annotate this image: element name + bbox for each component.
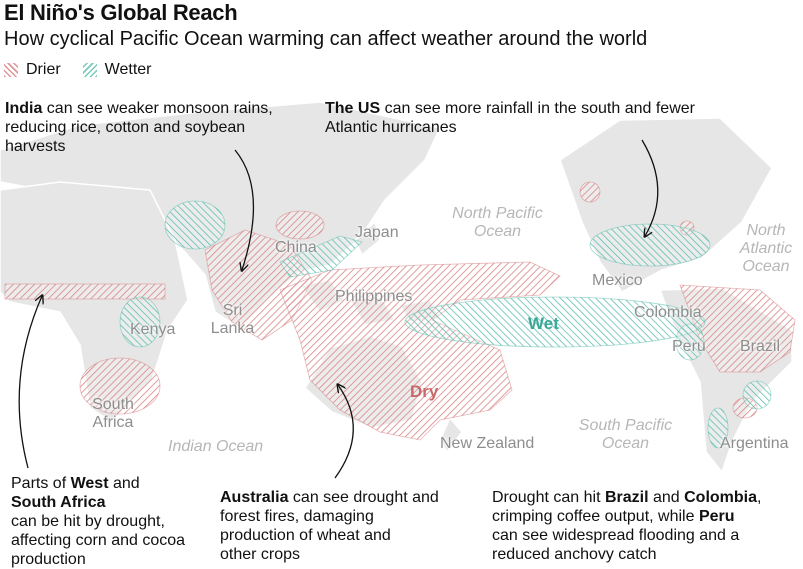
place-label: Brazil — [740, 338, 781, 355]
annotation: India can see weaker monsoon rains, reduc… — [5, 99, 273, 156]
ocean-label: North Pacific Ocean — [452, 205, 543, 240]
place-label: Peru — [672, 338, 706, 355]
annotation-bold: Brazil — [604, 489, 649, 506]
annotation: Parts of West and South Africa can be hit … — [11, 474, 185, 569]
annotation-text: can see widespread flooding and a — [492, 527, 740, 544]
annotation-line: reducing rice, cotton and soybean — [5, 118, 273, 137]
annotation-line: South Africa — [11, 493, 185, 512]
wet-regions — [119, 200, 772, 449]
annotation-line: Atlantic hurricanes — [325, 118, 695, 137]
place-label: Argentina — [720, 435, 789, 452]
annotation-line: The US can see more rainfall in the sout… — [325, 99, 695, 118]
annotation-text: production of wheat and — [220, 527, 391, 544]
annotation-text: can be hit by drought, — [11, 513, 165, 530]
annotation-line: forest fires, damaging — [220, 507, 439, 526]
annotation-bold: South Africa — [11, 494, 106, 511]
annotation-line: production — [11, 550, 185, 569]
annotation-text: Atlantic hurricanes — [325, 119, 457, 136]
annotation-line: production of wheat and — [220, 526, 439, 545]
legend-item: Wetter — [82, 61, 152, 79]
legend-swatch — [82, 63, 97, 77]
annotation-bold: The US — [325, 100, 381, 117]
legend-item: Drier — [4, 61, 61, 79]
annotation-text: crimping coffee output, while — [492, 508, 699, 525]
annotation-bold: India — [5, 100, 43, 117]
annotation-text: and — [648, 489, 685, 506]
annotation-bold: Australia — [220, 489, 289, 506]
annotation-line: reduced anchovy catch — [492, 545, 761, 564]
annotation-line: Australia can see drought and — [220, 488, 439, 507]
annotation-bold: Peru — [698, 508, 735, 525]
place-label: South Africa — [92, 396, 134, 431]
annotation-line: can see widespread flooding and a — [492, 526, 761, 545]
annotation: Drought can hit Brazil and Colombia, crim… — [492, 488, 761, 564]
legend-swatch — [4, 63, 18, 77]
legend-label: Wetter — [104, 61, 152, 78]
annotation-text: , — [757, 489, 762, 506]
legend-label: Drier — [26, 61, 61, 78]
arrows — [18, 139, 659, 479]
region-label: Dry — [410, 382, 439, 401]
place-label: China — [275, 239, 317, 256]
annotation-text: forest fires, damaging — [220, 508, 374, 525]
annotation-line: affecting corn and cocoa — [11, 531, 185, 550]
subtitle: How cyclical Pacific Ocean warming can a… — [4, 28, 648, 50]
annotation-text: can see weaker monsoon rains, — [42, 100, 273, 117]
annotation-bold: West — [70, 475, 109, 492]
place-label: Philippines — [335, 288, 413, 305]
annotation-text: reduced anchovy catch — [492, 546, 657, 563]
annotation-text: harvests — [5, 138, 66, 155]
annotation-text: affecting corn and cocoa — [11, 532, 186, 549]
annotation-line: Parts of West and — [11, 474, 185, 493]
annotation-line: other crops — [220, 545, 439, 564]
place-label: Sri Lanka — [210, 302, 255, 337]
place-label: Kenya — [130, 321, 176, 338]
annotation: Australia can see drought and forest fire… — [220, 488, 439, 564]
dry-regions — [4, 181, 796, 441]
region-label: Wet — [528, 314, 559, 333]
annotation-text: other crops — [220, 546, 301, 563]
annotation-text: Drought can hit — [492, 489, 605, 506]
annotation-text: can see drought and — [288, 489, 439, 506]
ocean-label: South Pacific Ocean — [578, 417, 673, 452]
place-label: Mexico — [592, 272, 643, 289]
annotation-text: Parts of — [11, 475, 71, 492]
annotation-line: Drought can hit Brazil and Colombia, — [492, 488, 761, 507]
legend: Drier Wetter — [4, 61, 152, 79]
annotation-text: reducing rice, cotton and soybean — [5, 119, 246, 136]
annotation-text: can see more rainfall in the south and f… — [380, 100, 695, 117]
place-label: Japan — [355, 224, 399, 241]
annotation-bold: Colombia — [684, 489, 758, 506]
annotation-text: and — [108, 475, 140, 492]
annotation-text: production — [11, 551, 86, 568]
ocean-label: North Atlantic Ocean — [739, 222, 793, 275]
annotation-line: crimping coffee output, while Peru — [492, 507, 761, 526]
ocean-label: Indian Ocean — [168, 438, 264, 455]
place-label: Colombia — [634, 304, 702, 321]
annotation: The US can see more rainfall in the sout… — [325, 99, 695, 137]
title: El Niño's Global Reach — [4, 0, 238, 25]
annotation-line: India can see weaker monsoon rains, — [5, 99, 273, 118]
annotation-line: harvests — [5, 137, 273, 156]
annotation-line: can be hit by drought, — [11, 512, 185, 531]
place-label: New Zealand — [440, 435, 535, 452]
